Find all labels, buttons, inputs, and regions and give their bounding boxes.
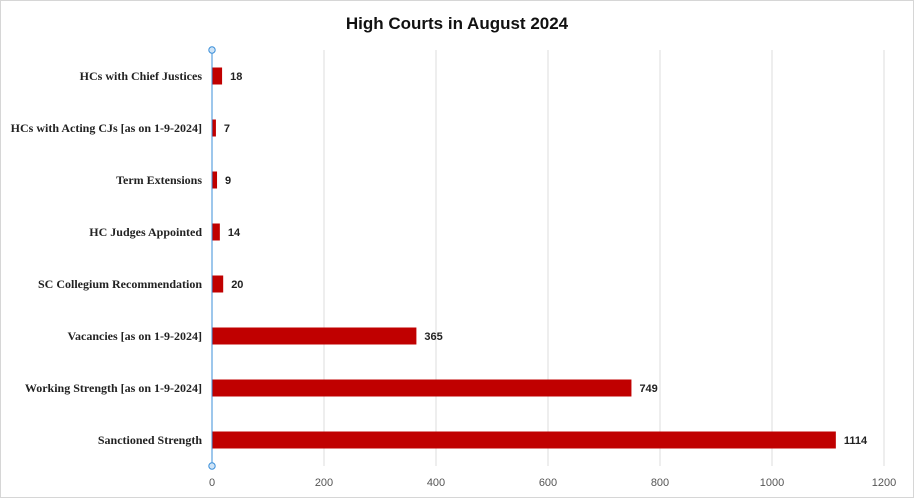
x-tick-label: 1200	[872, 477, 896, 489]
data-label: 7	[224, 123, 230, 135]
category-label: HC Judges Appointed	[89, 225, 202, 239]
category-label: SC Collegium Recommendation	[38, 277, 202, 291]
x-tick-label: 800	[651, 477, 669, 489]
bar	[212, 67, 223, 85]
data-label: 749	[639, 383, 657, 395]
x-tick-label: 200	[315, 477, 333, 489]
category-label: HCs with Chief Justices	[80, 69, 203, 83]
data-label: 365	[424, 331, 442, 343]
y-axis	[208, 46, 216, 470]
data-label: 9	[225, 175, 231, 187]
x-tick-label: 0	[209, 477, 215, 489]
axis-handle-bottom	[208, 462, 216, 470]
bar	[212, 431, 836, 449]
bar	[212, 223, 220, 241]
bar	[212, 379, 632, 397]
x-tick-label: 600	[539, 477, 557, 489]
axis-handle-top	[208, 46, 216, 54]
x-tick-label: 400	[427, 477, 445, 489]
category-label: Working Strength [as on 1-9-2024]	[25, 381, 202, 395]
data-label: 18	[230, 71, 242, 83]
data-label: 20	[231, 279, 243, 291]
category-label: Vacancies [as on 1-9-2024]	[67, 329, 202, 343]
category-label: Sanctioned Strength	[98, 433, 202, 447]
bar	[212, 171, 218, 189]
bars: HCs with Chief Justices 18 HCs with Acting…	[11, 67, 868, 449]
data-label: 14	[228, 227, 241, 239]
chart-title: High Courts in August 2024	[346, 14, 569, 33]
category-label: HCs with Acting CJs [as on 1-9-2024]	[11, 121, 202, 135]
x-tick-label: 1000	[760, 477, 784, 489]
bar	[212, 327, 417, 345]
category-label: Term Extensions	[116, 173, 202, 187]
data-label: 1114	[844, 435, 868, 447]
bar	[212, 275, 224, 293]
bar	[212, 119, 216, 137]
x-axis-ticks: 0 200 400 600 800 1000 1200	[209, 477, 896, 489]
gridlines	[323, 50, 885, 466]
